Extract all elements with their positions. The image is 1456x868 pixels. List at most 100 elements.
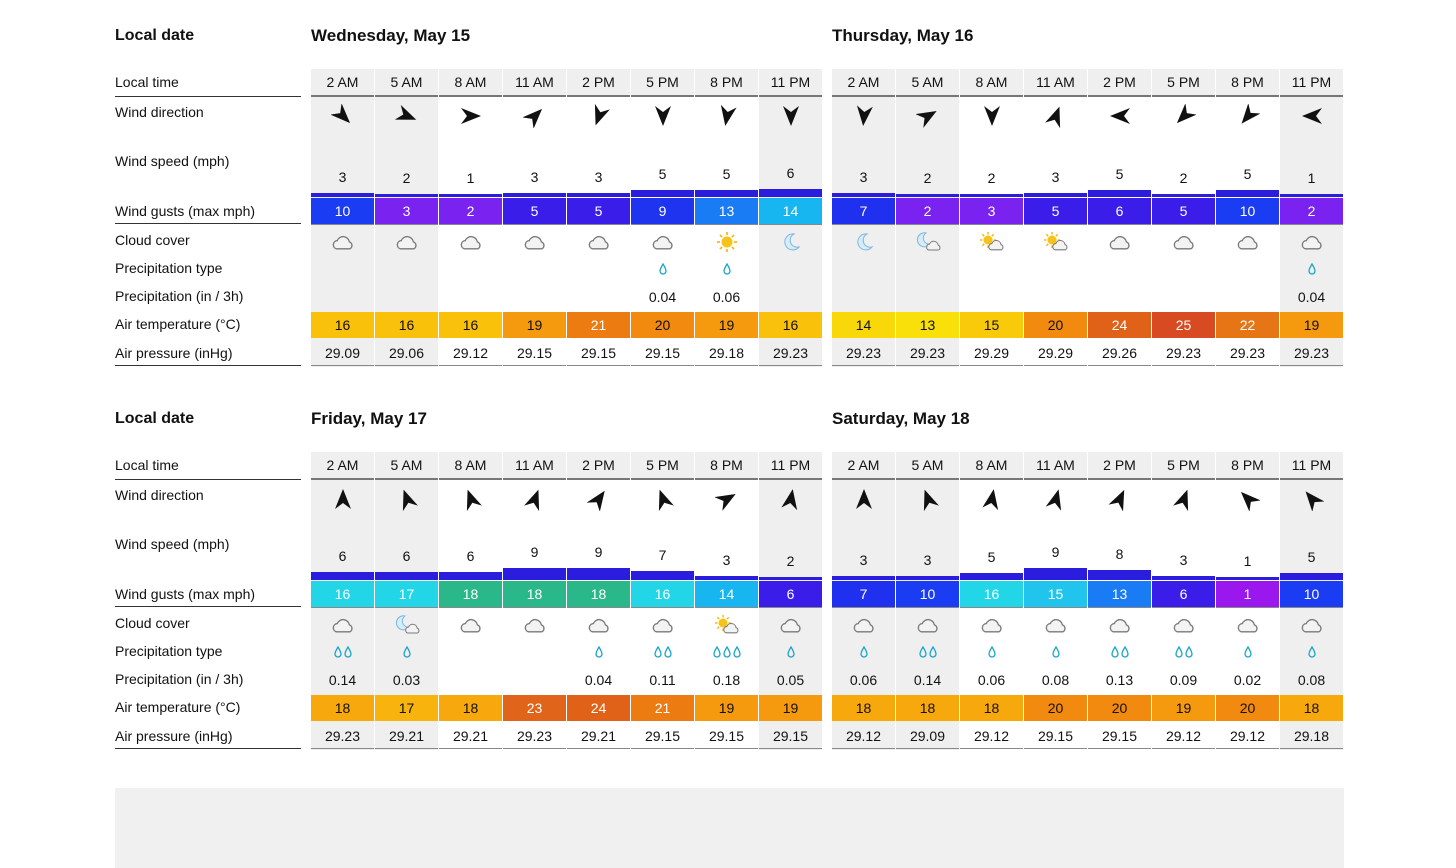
bottom-separator <box>1216 365 1279 366</box>
header-separator <box>503 478 566 480</box>
wind-gust-cell: 5 <box>503 198 566 224</box>
gust-separator <box>311 607 374 608</box>
wind-speed-value: 3 <box>923 552 932 568</box>
cloud-icon <box>329 614 357 636</box>
wind-speed-bar <box>439 194 502 197</box>
bottom-separator <box>1024 748 1087 749</box>
air-pressure-value: 29.29 <box>973 345 1010 361</box>
header-separator <box>1152 478 1215 480</box>
wind-direction-arrow-icon <box>1236 103 1261 128</box>
bottom-separator <box>567 365 630 366</box>
gust-separator <box>1280 224 1343 225</box>
precip-value: 0.09 <box>1169 672 1198 688</box>
wind-gust-cell: 6 <box>759 581 822 607</box>
air-pressure-value: 29.15 <box>644 345 681 361</box>
air-pressure-value: 29.15 <box>772 728 809 744</box>
air-pressure-value: 29.15 <box>708 728 745 744</box>
time-cell: 5 AM <box>375 452 438 478</box>
precip-value: 0.06 <box>849 672 878 688</box>
air-pressure-value: 29.12 <box>1165 728 1202 744</box>
time-cell: 2 PM <box>567 452 630 478</box>
gust-separator <box>503 224 566 225</box>
air-pressure-value: 29.09 <box>324 345 361 361</box>
air-temp-cell: 24 <box>567 695 630 721</box>
precip-label: Precipitation (in / 3h) <box>115 288 244 304</box>
header-separator <box>695 478 758 480</box>
raindrop-icon <box>311 645 374 661</box>
wind-direction-label: Wind direction <box>115 104 204 120</box>
wind-speed-bar <box>375 194 438 197</box>
hour-column: 5 AM 6 17 0.03 17 29.21 <box>375 452 438 750</box>
wind-direction-arrow-icon <box>980 487 1004 511</box>
local-date-label: Local date <box>115 27 195 44</box>
air-temp-cell: 25 <box>1152 312 1215 338</box>
raindrop-icon <box>631 645 694 661</box>
gust-separator <box>960 607 1023 608</box>
hour-column: 11 AM 3 5 20 29.29 <box>1024 69 1087 367</box>
air-temp-cell: 19 <box>695 695 758 721</box>
gust-separator <box>759 224 822 225</box>
hour-column: 2 PM 3 5 21 29.15 <box>567 69 630 367</box>
sun-cloud-icon <box>1042 231 1070 253</box>
air-temp-cell: 24 <box>1088 312 1151 338</box>
raindrop-icon <box>832 645 895 661</box>
hour-column: 8 PM 5 13 0.06 19 29.18 <box>695 69 758 367</box>
label-divider <box>115 365 301 366</box>
wind-speed-bar <box>1024 568 1087 580</box>
air-pressure-value: 29.15 <box>580 345 617 361</box>
wind-direction-arrow-icon <box>523 487 547 512</box>
wind-direction-arrow-icon <box>1108 487 1132 512</box>
time-cell: 2 AM <box>832 452 895 478</box>
wind-speed-bar <box>896 576 959 580</box>
hour-column: 5 AM 3 10 0.14 18 29.09 <box>896 452 959 750</box>
header-separator <box>375 478 438 480</box>
cloud-icon <box>585 614 613 636</box>
sun-cloud-icon <box>713 614 741 636</box>
time-cell: 11 AM <box>1024 69 1087 95</box>
cloud-icon <box>1106 231 1134 253</box>
hour-column: 2 PM 5 6 24 29.26 <box>1088 69 1151 367</box>
wind-speed-value: 3 <box>1179 552 1188 568</box>
gust-separator <box>631 607 694 608</box>
hour-column: 11 AM 9 15 0.08 20 29.15 <box>1024 452 1087 750</box>
time-cell: 11 AM <box>503 69 566 95</box>
local-date-label: Local date <box>115 410 195 427</box>
precip-value: 0.11 <box>649 672 676 688</box>
time-cell: 11 PM <box>1280 69 1343 95</box>
header-separator <box>311 478 374 480</box>
gust-separator <box>1280 607 1343 608</box>
time-cell: 2 PM <box>1088 69 1151 95</box>
hour-column: 2 PM 8 13 0.13 20 29.15 <box>1088 452 1151 750</box>
label-divider <box>115 479 301 480</box>
raindrop-icon <box>567 645 630 661</box>
precip-value: 0.02 <box>1233 672 1262 688</box>
wind-direction-arrow-icon <box>331 487 355 511</box>
header-separator <box>1216 95 1279 97</box>
cloud-icon <box>521 231 549 253</box>
wind-direction-arrow-icon <box>1300 104 1324 128</box>
wind-speed-value: 2 <box>402 170 411 186</box>
bottom-separator <box>832 748 895 749</box>
header-separator <box>1088 478 1151 480</box>
gust-separator <box>1216 224 1279 225</box>
air-pressure-label: Air pressure (inHg) <box>115 345 233 361</box>
gust-separator <box>567 224 630 225</box>
label-divider <box>115 606 301 607</box>
air-temp-cell: 20 <box>1024 695 1087 721</box>
air-temp-cell: 20 <box>1216 695 1279 721</box>
air-temp-cell: 16 <box>439 312 502 338</box>
wind-gust-cell: 18 <box>567 581 630 607</box>
day-title: Thursday, May 16 <box>832 26 974 45</box>
hour-column: 8 AM 5 16 0.06 18 29.12 <box>960 452 1023 750</box>
bottom-separator <box>375 365 438 366</box>
wind-speed-bar <box>631 571 694 580</box>
cloud-icon <box>1106 614 1134 636</box>
air-temp-cell: 22 <box>1216 312 1279 338</box>
wind-speed-value: 9 <box>530 544 539 560</box>
air-temp-cell: 13 <box>896 312 959 338</box>
wind-speed-bar <box>832 193 895 197</box>
wind-speed-value: 9 <box>594 544 603 560</box>
wind-gust-cell: 16 <box>960 581 1023 607</box>
wind-gust-cell: 2 <box>1280 198 1343 224</box>
wind-speed-value: 1 <box>466 170 475 186</box>
